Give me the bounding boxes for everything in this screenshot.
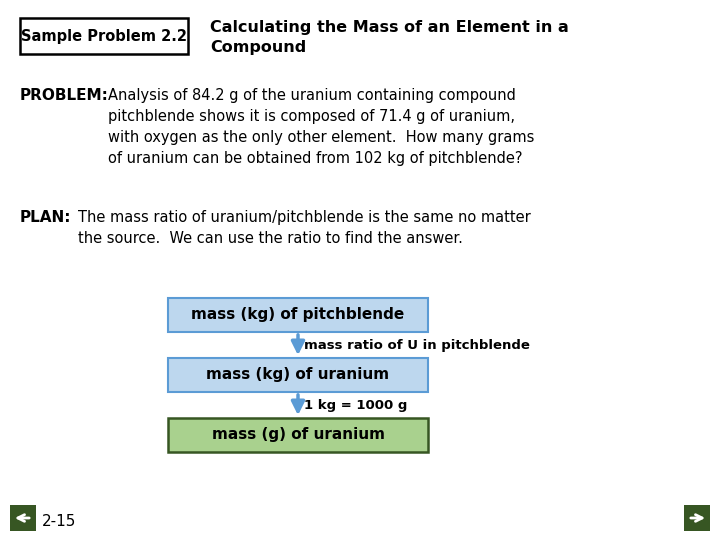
- Bar: [10, 505, 36, 531]
- Text: mass (g) of uranium: mass (g) of uranium: [212, 428, 384, 442]
- Text: Analysis of 84.2 g of the uranium containing compound
pitchblende shows it is co: Analysis of 84.2 g of the uranium contai…: [108, 88, 534, 166]
- Text: Sample Problem 2.2: Sample Problem 2.2: [21, 29, 187, 44]
- Text: 1 kg = 1000 g: 1 kg = 1000 g: [304, 399, 408, 411]
- Text: PLAN:: PLAN:: [20, 210, 71, 225]
- Text: 2-15: 2-15: [42, 515, 76, 530]
- Text: PROBLEM:: PROBLEM:: [20, 88, 109, 103]
- Bar: [168, 358, 428, 392]
- Bar: [20, 18, 188, 54]
- Text: mass (kg) of uranium: mass (kg) of uranium: [207, 368, 390, 382]
- Text: The mass ratio of uranium/pitchblende is the same no matter
the source.  We can : The mass ratio of uranium/pitchblende is…: [78, 210, 531, 246]
- Text: mass ratio of U in pitchblende: mass ratio of U in pitchblende: [304, 339, 530, 352]
- Bar: [684, 505, 710, 531]
- Bar: [168, 298, 428, 332]
- Text: mass (kg) of pitchblende: mass (kg) of pitchblende: [192, 307, 405, 322]
- Text: Calculating the Mass of an Element in a
Compound: Calculating the Mass of an Element in a …: [210, 20, 569, 55]
- Bar: [168, 418, 428, 452]
